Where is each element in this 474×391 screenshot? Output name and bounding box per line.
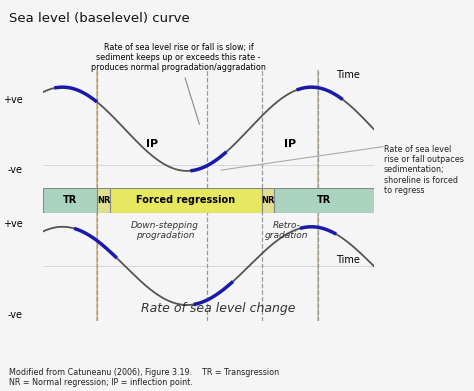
Text: Rate of sea level rise or fall is slow; if
sediment keeps up or exceeds this rat: Rate of sea level rise or fall is slow; …: [91, 43, 266, 124]
Bar: [43, 188, 97, 213]
Text: IP: IP: [284, 139, 296, 149]
Text: Rate of sea level
rise or fall outpaces
sedimentation;
shoreline is forced
to re: Rate of sea level rise or fall outpaces …: [384, 145, 464, 195]
Text: Time: Time: [336, 70, 360, 81]
Text: Retro-
gradation: Retro- gradation: [265, 221, 308, 240]
Text: Rate of sea level change: Rate of sea level change: [141, 302, 296, 316]
Text: Modified from Catuneanu (2006), Figure 3.19.    TR = Transgression
NR = Normal r: Modified from Catuneanu (2006), Figure 3…: [9, 368, 280, 387]
Text: NR: NR: [261, 196, 275, 205]
Bar: [262, 188, 274, 213]
Text: TR: TR: [63, 196, 77, 205]
Text: Sea level (baselevel) curve: Sea level (baselevel) curve: [9, 12, 190, 25]
Text: TR: TR: [317, 196, 331, 205]
Bar: [110, 188, 262, 213]
Text: +ve: +ve: [3, 95, 23, 105]
Bar: [97, 188, 110, 213]
Text: -ve: -ve: [8, 165, 23, 175]
Text: +ve: +ve: [3, 219, 23, 229]
Text: Forced regression: Forced regression: [136, 196, 236, 205]
Text: NR: NR: [97, 196, 110, 205]
Text: Down-stepping
progradation: Down-stepping progradation: [131, 221, 199, 240]
Text: -ve: -ve: [8, 310, 23, 320]
Text: IP: IP: [146, 139, 158, 149]
Bar: [274, 188, 374, 213]
Text: Time: Time: [336, 255, 360, 265]
